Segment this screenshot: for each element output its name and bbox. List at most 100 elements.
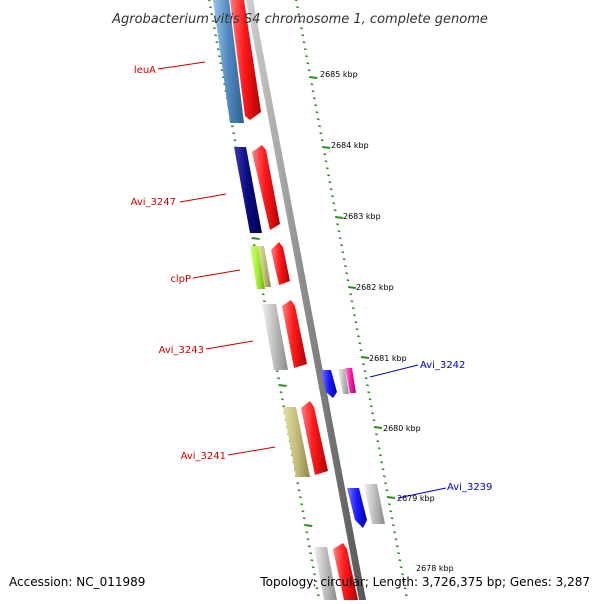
gene-leuA-shape[interactable] [213,0,244,123]
chromosome-backbone [246,0,366,600]
minor-tick [230,125,234,128]
gene-avi3243-arrow[interactable] [282,300,307,368]
minor-tick [338,237,342,240]
gene-avi3247-arrow[interactable] [252,145,280,230]
minor-tick [282,405,286,408]
minor-tick [216,48,220,51]
minor-tick [313,573,316,576]
minor-tick [350,300,354,303]
minor-tick [275,370,279,373]
gene-label-avi3239[interactable]: Avi_3239 [447,482,492,493]
minor-tick [279,391,283,394]
minor-tick [277,377,280,380]
minor-tick [252,244,256,247]
minor-tick [342,258,346,261]
minor-tick [320,139,324,142]
gene-clpP-arrow[interactable] [271,242,290,285]
gene-bottom-grey-shape[interactable] [314,547,337,600]
major-tick [335,216,344,219]
gene-avi3239-grey-shape[interactable] [364,484,385,524]
minor-tick [333,209,337,212]
gene-avi3239-blue-arrow[interactable] [347,488,367,528]
kbp-label: 2678 kbp [416,564,454,573]
minor-tick [232,132,236,135]
minor-tick [318,125,321,128]
gene-bottom-arrow[interactable] [333,543,358,600]
gene-label-avi3242[interactable]: Avi_3242 [420,360,465,371]
minor-tick [325,167,329,170]
kbp-label: 2685 kbp [320,70,358,79]
minor-tick [300,27,303,30]
minor-tick [363,370,367,373]
minor-tick [212,27,216,30]
minor-tick [215,41,219,44]
minor-tick [263,300,266,303]
minor-tick [316,594,320,597]
minor-tick [369,405,373,408]
minor-tick [310,83,314,86]
major-tick [347,286,357,289]
minor-tick [401,573,404,576]
minor-tick [301,34,305,37]
kbp-label: 2680 kbp [383,424,421,433]
major-tick [373,426,383,429]
minor-tick [395,545,399,548]
minor-tick [280,398,284,401]
minor-tick [391,524,395,527]
minor-tick [384,482,388,485]
minor-tick [364,377,368,380]
gene-avi3247-shape[interactable] [234,147,262,233]
minor-tick [354,321,358,324]
gene-avi3242-blue-arrow[interactable] [321,370,337,398]
minor-tick [303,48,307,51]
gene-avi3241-shape[interactable] [283,407,310,477]
minor-tick [296,6,299,9]
minor-tick [368,398,372,401]
gene-clpP-shape[interactable] [250,246,265,289]
minor-tick [297,489,301,492]
minor-tick [346,279,350,282]
gene-label-avi3241[interactable]: Avi_3241 [181,451,226,462]
minor-tick [381,468,385,471]
gene-avi3242-grey-shape[interactable] [338,369,349,394]
minor-tick [380,461,384,464]
minor-tick [323,153,327,156]
minor-tick [314,104,318,107]
reverse-leader-lines [369,364,447,499]
gene-label-clpP[interactable]: clpP [170,274,191,285]
minor-tick [375,433,378,436]
gene-label-avi3247[interactable]: Avi_3247 [131,197,176,208]
major-tick [360,356,370,359]
minor-tick [357,335,360,338]
summary-text: Topology: circular; Length: 3,726,375 bp… [259,575,590,589]
minor-tick [349,293,353,296]
minor-tick [311,566,315,569]
gene-label-leuA[interactable]: leuA [134,65,156,76]
minor-tick [314,580,318,583]
major-tick [251,237,260,240]
minor-tick [337,230,341,233]
gene-leuA-arrow[interactable] [230,0,261,120]
minor-tick [209,6,212,9]
minor-tick [390,517,394,520]
minor-tick [315,111,319,114]
minor-tick [393,531,397,534]
reverse-strand-genes [321,368,385,528]
gene-avi3241-arrow[interactable] [301,401,328,475]
major-tick [386,496,396,499]
minor-tick [307,69,311,72]
gene-avi3243-shape[interactable] [262,304,288,370]
minor-tick [344,265,347,268]
minor-tick [336,223,340,226]
gene-clpP-tan-shape[interactable] [258,246,271,287]
minor-tick [362,363,365,366]
minor-tick [327,174,331,177]
gene-label-avi3243[interactable]: Avi_3243 [159,345,204,356]
major-tick [278,384,287,387]
gene-avi3242-magenta-shape[interactable] [345,368,356,393]
minor-tick [397,552,400,555]
minor-tick [211,20,215,23]
minor-tick [296,482,300,485]
kbp-label: 2679 kbp [397,494,435,503]
